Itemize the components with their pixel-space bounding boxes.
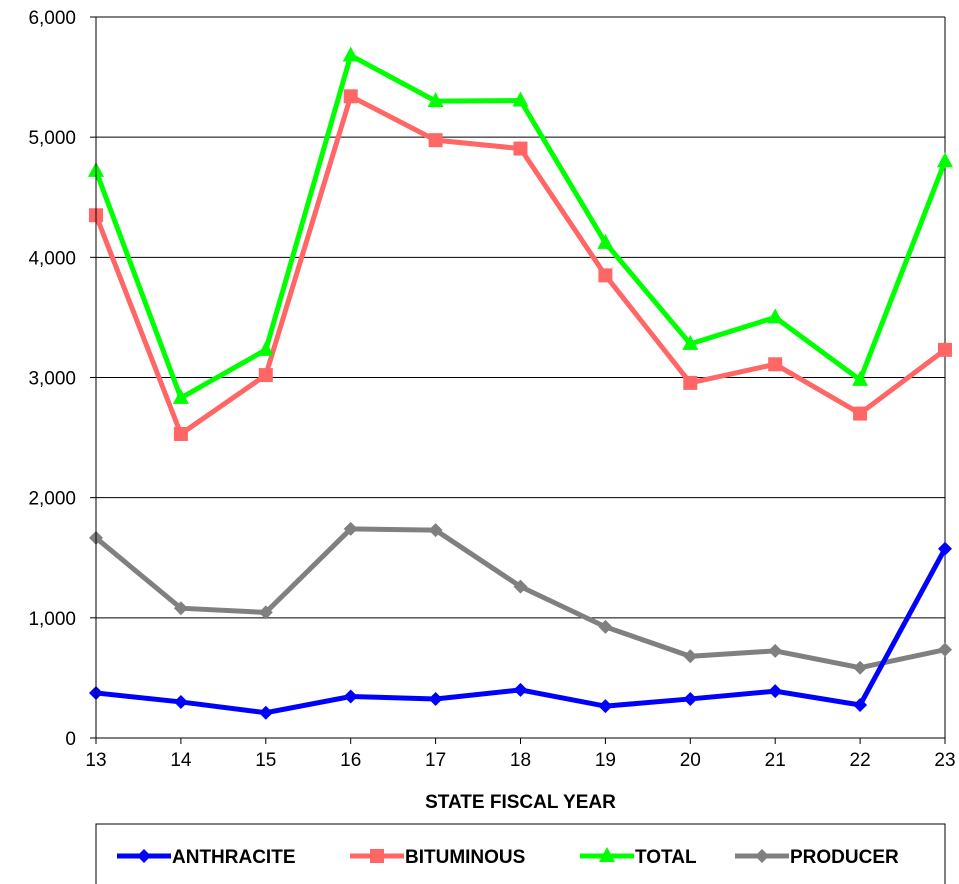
data-point-bituminous (768, 357, 783, 372)
legend: ANTHRACITE BITUMINOUS TOTAL PRODUCER (95, 823, 946, 884)
series-line-producer (94, 526, 946, 671)
data-point-producer (768, 643, 783, 658)
data-point-total (172, 388, 189, 404)
x-tick-label: 15 (255, 750, 276, 771)
data-point-producer (938, 642, 952, 657)
data-point-bituminous (513, 141, 528, 156)
x-tick-label: 14 (170, 750, 192, 771)
data-point-anthracite (598, 699, 613, 714)
y-tick-label: 4,000 (28, 248, 76, 269)
legend-box (95, 823, 946, 884)
data-point-anthracite (853, 697, 868, 712)
x-tick-label: 23 (934, 750, 955, 771)
data-point-anthracite (768, 684, 783, 699)
x-axis-title: STATE FISCAL YEAR (425, 792, 616, 813)
series-total (88, 46, 953, 404)
data-point-anthracite (513, 682, 528, 697)
legend-marker-anthracite (137, 849, 151, 863)
legend-items: ANTHRACITE BITUMINOUS TOTAL PRODUCER (117, 847, 899, 868)
series-producer (89, 521, 952, 675)
gridlines (96, 16, 946, 738)
legend-label-anthracite: ANTHRACITE (172, 847, 296, 868)
legend-label-producer: PRODUCER (790, 847, 899, 868)
legend-item-anthracite: ANTHRACITE (117, 847, 296, 868)
legend-item-total: TOTAL (580, 847, 697, 868)
data-point-total (512, 91, 529, 107)
data-point-total (597, 233, 614, 249)
data-point-total (427, 92, 444, 108)
legend-item-bituminous: BITUMINOUS (350, 847, 525, 868)
data-point-total (852, 370, 869, 386)
x-tick-label: 20 (680, 750, 701, 771)
x-tick-label: 13 (85, 750, 106, 771)
data-point-total (937, 152, 953, 168)
data-point-producer (258, 605, 273, 620)
data-point-bituminous (258, 368, 273, 383)
data-point-bituminous (598, 268, 613, 283)
data-point-total (342, 46, 359, 62)
data-point-bituminous (343, 89, 358, 104)
data-point-bituminous (173, 426, 188, 441)
data-point-producer (683, 649, 698, 664)
series-anthracite (89, 541, 952, 720)
y-tick-labels: 0 1,000 2,000 3,000 4,000 5,000 6,000 (28, 8, 76, 750)
data-point-producer (513, 579, 528, 594)
y-tick-label: 2,000 (28, 489, 76, 510)
data-point-anthracite (343, 689, 358, 704)
y-tick-label: 6,000 (28, 8, 76, 29)
y-tick-label: 3,000 (28, 369, 76, 390)
data-point-anthracite (173, 694, 188, 709)
data-point-anthracite (683, 691, 698, 706)
legend-marker-total (599, 847, 615, 862)
y-tick-label: 0 (65, 729, 76, 750)
data-point-bituminous (938, 342, 952, 357)
data-point-total (257, 340, 274, 356)
series-line-total (93, 51, 948, 402)
series-lines (88, 46, 953, 720)
y-tick-label: 1,000 (28, 609, 76, 630)
legend-item-producer: PRODUCER (735, 847, 899, 868)
legend-label-total: TOTAL (635, 847, 697, 868)
data-point-anthracite (938, 541, 952, 556)
data-point-total (682, 334, 699, 350)
data-point-producer (853, 660, 868, 675)
x-tick-labels: 13 14 15 16 17 18 19 20 21 22 23 (85, 750, 955, 771)
data-point-total (767, 308, 784, 324)
legend-marker-producer (755, 849, 769, 863)
y-tick-label: 5,000 (28, 128, 76, 149)
data-point-producer (173, 601, 188, 616)
x-tick-label: 19 (595, 750, 616, 771)
data-point-anthracite (258, 705, 273, 720)
legend-marker-bituminous (370, 849, 384, 863)
series-bituminous (89, 89, 952, 441)
data-point-producer (598, 619, 613, 634)
x-tick-label: 22 (850, 750, 871, 771)
legend-label-bituminous: BITUMINOUS (405, 847, 525, 868)
data-point-producer (343, 521, 358, 536)
data-point-bituminous (683, 375, 698, 390)
data-point-producer (428, 523, 443, 538)
data-point-anthracite (428, 691, 443, 706)
axes (90, 16, 946, 744)
x-tick-label: 21 (765, 750, 786, 771)
data-point-bituminous (853, 406, 868, 421)
x-tick-label: 17 (425, 750, 446, 771)
x-tick-label: 16 (340, 750, 361, 771)
x-tick-label: 18 (510, 750, 531, 771)
data-point-bituminous (428, 133, 443, 148)
